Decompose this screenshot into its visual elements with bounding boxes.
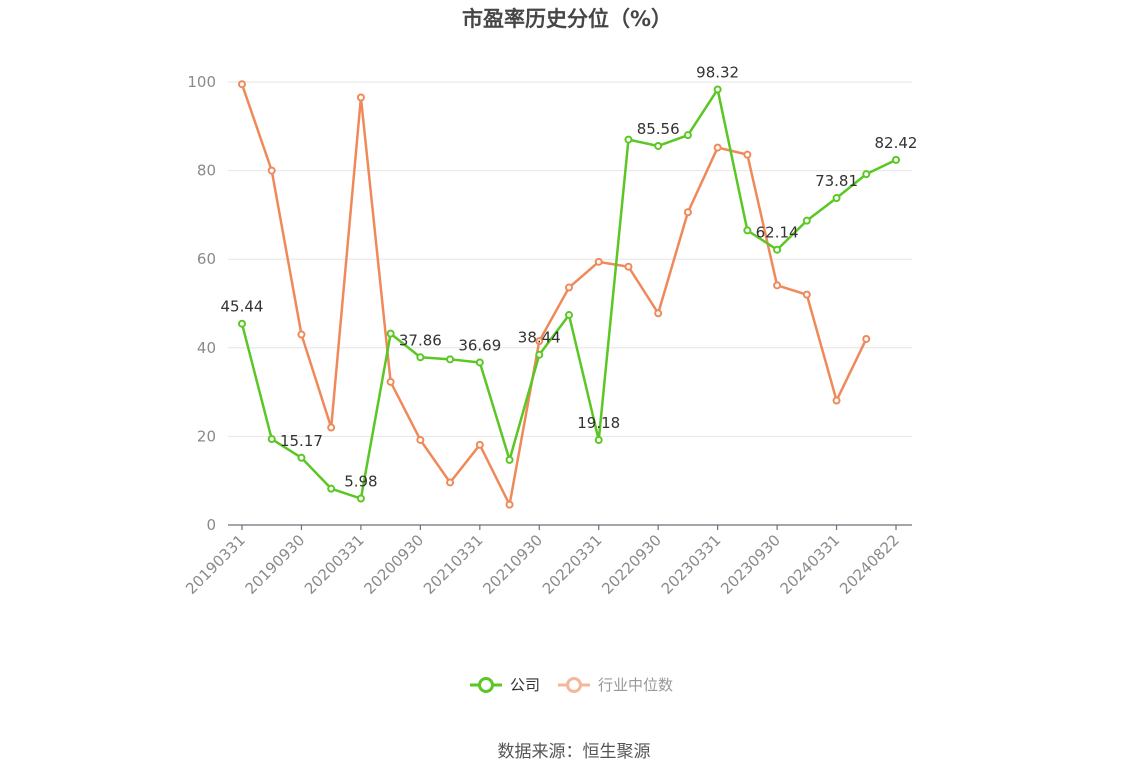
x-tick-label: 20230930 [717,531,784,598]
data-point[interactable] [862,334,871,343]
data-label: 45.44 [221,298,264,316]
grid: 0 20 40 60 80 100 [187,73,912,534]
data-point[interactable] [267,166,276,175]
data-point[interactable] [654,141,663,150]
y-tick-label: 60 [197,250,216,268]
x-tick-label: 20200331 [301,531,368,598]
x-tick-label: 20190930 [242,531,309,598]
data-point[interactable] [832,194,841,203]
x-tick-label: 20210331 [420,531,487,598]
data-label: 38.44 [518,329,561,347]
data-label: 37.86 [399,331,442,349]
data-point[interactable] [535,350,544,359]
data-point[interactable] [594,436,603,445]
data-label: 36.69 [458,336,501,354]
y-tick-label: 80 [197,162,216,180]
y-tick-label: 0 [206,516,216,534]
data-point[interactable] [238,80,246,89]
data-point[interactable] [297,330,306,339]
data-point[interactable] [475,440,484,449]
legend-marker-industry [566,677,582,693]
y-tick-label: 40 [197,339,216,357]
data-point[interactable] [565,283,573,292]
x-tick-label: 20220331 [539,531,606,598]
x-tick-label: 20200930 [360,531,427,598]
data-point[interactable] [297,453,306,462]
legend-item-industry-median[interactable]: 行业中位数 [558,676,673,694]
legend-item-company[interactable]: 公司 [470,676,540,694]
x-tick-label: 20230331 [658,531,725,598]
data-point[interactable] [832,396,841,405]
source-note: 数据来源：恒生聚源 [498,742,651,762]
data-point[interactable] [267,435,276,444]
series-line [240,83,868,506]
data-point[interactable] [624,262,633,271]
data-point[interactable] [238,319,246,328]
series-company [238,85,900,503]
data-point[interactable] [624,135,633,144]
series-industry-median [238,80,871,509]
data-point[interactable] [386,329,395,338]
y-tick-label: 20 [197,427,216,445]
data-point[interactable] [654,309,663,318]
data-point[interactable] [505,500,514,509]
y-tick-label: 100 [187,73,216,91]
data-label: 62.14 [756,224,799,242]
data-labels: 45.44 15.17 5.98 37.86 36.69 38.44 19.18 85.56 9… [221,63,918,490]
data-point[interactable] [356,93,365,102]
data-point[interactable] [416,353,425,362]
x-tick-label: 20210930 [479,531,546,598]
data-label: 19.18 [577,414,620,432]
data-point[interactable] [446,355,455,364]
legend-label-industry: 行业中位数 [598,676,673,694]
x-axis: 2019033120190930202003312020093020210331… [182,524,912,598]
data-point[interactable] [535,337,544,346]
data-point[interactable] [862,170,871,179]
data-point[interactable] [743,150,752,159]
legend: 公司 行业中位数 [470,676,673,694]
data-point[interactable] [327,484,336,493]
data-point[interactable] [327,423,336,432]
data-point[interactable] [505,455,514,464]
x-tick-label: 20240822 [836,531,903,598]
data-point[interactable] [892,155,900,164]
data-point[interactable] [713,85,722,94]
data-point[interactable] [594,257,603,266]
x-tick-label: 20240331 [777,531,844,598]
data-point[interactable] [386,377,395,386]
data-label: 85.56 [637,120,680,138]
data-label: 73.81 [815,172,858,190]
data-label: 15.17 [280,432,323,450]
series-line [240,88,897,500]
data-point[interactable] [475,358,484,367]
data-point[interactable] [446,478,455,487]
data-label: 5.98 [344,473,377,491]
chart-title: 市盈率历史分位（%） [462,7,672,31]
data-point[interactable] [802,290,811,299]
data-point[interactable] [683,208,692,217]
data-label: 98.32 [696,63,739,81]
data-point[interactable] [713,143,722,152]
legend-label-company: 公司 [510,676,540,694]
data-point[interactable] [773,281,782,290]
series-layer [238,80,900,509]
data-point[interactable] [683,131,692,140]
data-point[interactable] [356,494,365,503]
data-point[interactable] [743,226,752,235]
data-label: 82.42 [875,134,918,152]
data-point[interactable] [565,311,573,320]
data-point[interactable] [416,435,425,444]
data-point[interactable] [802,216,811,225]
data-point[interactable] [773,245,782,254]
x-tick-label: 20190331 [182,531,249,598]
x-tick-label: 20220930 [598,531,665,598]
legend-marker-company [478,677,494,693]
